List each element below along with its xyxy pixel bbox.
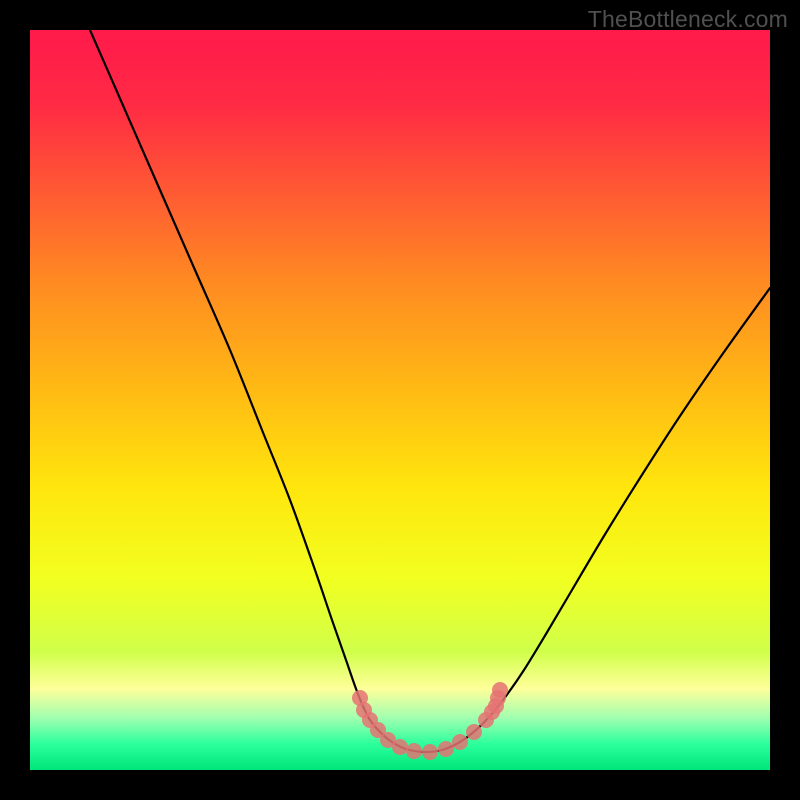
marker-dot — [452, 734, 468, 750]
marker-cluster — [352, 682, 508, 760]
marker-dot — [392, 739, 408, 755]
marker-dot — [422, 744, 438, 760]
bottleneck-curve — [90, 30, 770, 752]
plot-area — [30, 30, 770, 770]
marker-dot — [438, 741, 454, 757]
marker-dot — [466, 724, 482, 740]
marker-dot — [406, 743, 422, 759]
marker-dot — [492, 682, 508, 698]
watermark-text: TheBottleneck.com — [588, 6, 788, 33]
chart-svg — [30, 30, 770, 770]
chart-frame — [0, 0, 800, 800]
